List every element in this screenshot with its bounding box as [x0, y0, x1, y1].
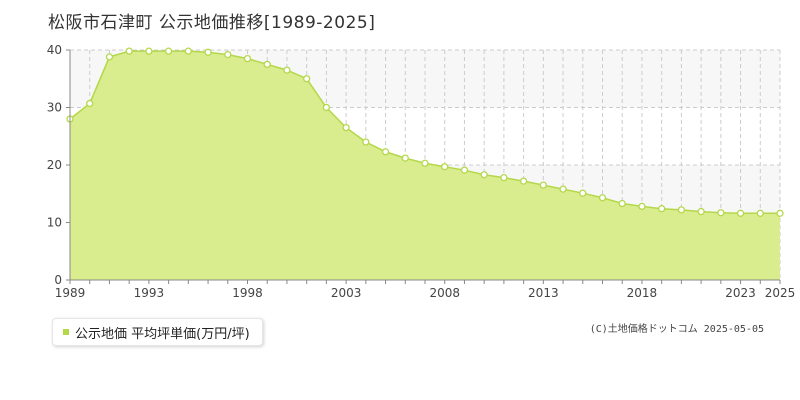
y-tick-label: 20 — [47, 158, 62, 172]
data-point — [500, 173, 508, 182]
x-tick-label: 2008 — [429, 286, 460, 300]
data-point — [539, 181, 547, 189]
x-tick-label: 1993 — [134, 286, 165, 300]
legend: 公示地価 平均坪単価(万円/坪) — [52, 318, 263, 346]
data-point — [362, 138, 370, 146]
data-point — [519, 177, 528, 185]
y-tick-label: 40 — [47, 43, 62, 57]
data-point — [125, 47, 133, 55]
data-point — [618, 199, 626, 208]
data-point — [184, 47, 192, 55]
data-point — [421, 159, 429, 167]
data-point — [559, 185, 567, 193]
x-tick-label: 2018 — [627, 286, 658, 300]
data-point — [105, 53, 114, 61]
data-point — [224, 50, 232, 59]
legend-label: 公示地価 平均坪単価(万円/坪) — [75, 326, 250, 342]
data-point — [480, 171, 488, 179]
data-point — [381, 148, 390, 156]
data-point — [322, 103, 331, 112]
data-point — [401, 154, 409, 162]
data-point — [776, 209, 784, 217]
data-point — [736, 209, 745, 217]
x-tick-label: 2013 — [528, 286, 559, 300]
data-point — [283, 66, 291, 74]
data-point — [717, 209, 725, 217]
data-point — [697, 207, 705, 216]
x-tick-label: 2003 — [331, 286, 362, 300]
data-point — [303, 75, 311, 83]
y-tick-label: 0 — [54, 273, 62, 287]
x-tick-label: 2025 — [765, 286, 796, 300]
chart-title: 松阪市石津町 公示地価推移[1989-2025] — [48, 13, 376, 33]
x-tick-label: 1989 — [55, 286, 86, 300]
data-point — [86, 99, 94, 108]
data-point — [658, 205, 666, 213]
data-point — [677, 206, 686, 214]
x-tick-label: 1998 — [232, 286, 263, 300]
data-point — [204, 48, 212, 56]
y-tick-label: 30 — [47, 101, 62, 115]
data-point — [598, 194, 607, 202]
data-point — [243, 54, 252, 63]
data-point — [164, 47, 173, 55]
data-point — [441, 163, 449, 171]
data-point — [756, 209, 764, 217]
x-tick-label: 2023 — [725, 286, 756, 300]
copyright-text: (C)土地価格ドットコム 2025-05-05 — [589, 324, 764, 335]
data-point — [638, 202, 646, 211]
legend-swatch-icon — [63, 329, 69, 335]
data-point — [145, 47, 153, 55]
data-point — [263, 60, 271, 69]
y-tick-label: 10 — [47, 216, 62, 230]
data-point — [579, 189, 587, 197]
data-point — [342, 123, 350, 132]
data-point — [460, 166, 469, 174]
